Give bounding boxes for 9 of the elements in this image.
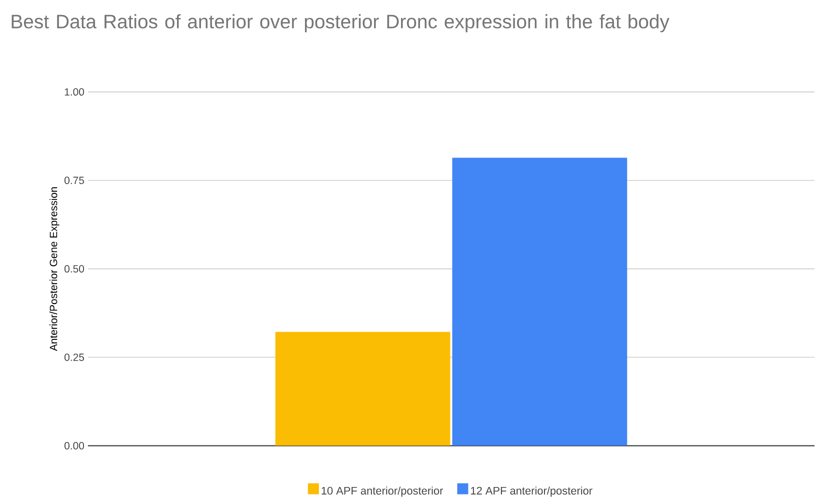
y-tick-label: 0.50 bbox=[64, 265, 84, 273]
legend-label: 10 APF anterior/posterior bbox=[322, 486, 444, 497]
y-axis-title: Anterior/Posterior Gene Expression bbox=[50, 187, 60, 352]
y-tick-label: 0.00 bbox=[64, 442, 84, 450]
legend-label: 12 APF anterior/posterior bbox=[471, 486, 592, 497]
chart-title: Best Data Ratios of anterior over posterior Dronc expression in the fat body bbox=[12, 14, 670, 32]
y-tick-label: 0.75 bbox=[64, 176, 84, 184]
y-tick-label: 1.00 bbox=[64, 88, 84, 96]
y-tick-label: 0.25 bbox=[64, 354, 84, 362]
